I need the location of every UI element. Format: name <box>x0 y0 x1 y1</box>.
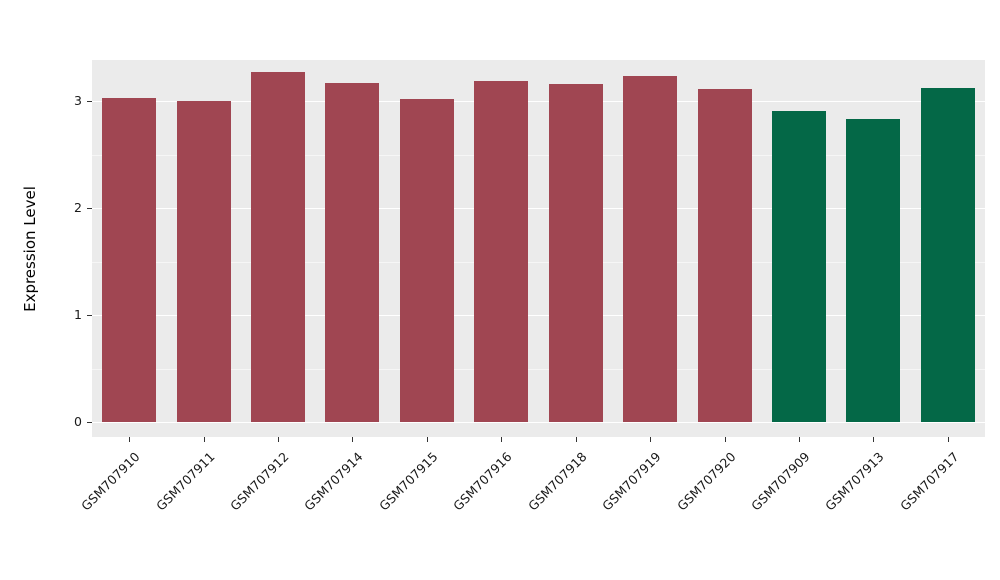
minor-gridline <box>92 154 985 156</box>
minor-gridline <box>92 261 985 263</box>
major-gridline <box>92 422 985 423</box>
x-tick-mark <box>352 437 353 442</box>
y-tick-mark <box>87 208 92 209</box>
bar-GSM707920 <box>698 89 752 422</box>
bar-GSM707917 <box>921 88 975 422</box>
major-gridline <box>92 315 985 316</box>
x-tick-mark <box>427 437 428 442</box>
bar-GSM707909 <box>772 111 826 422</box>
x-tick-mark <box>725 437 726 442</box>
x-tick-mark <box>278 437 279 442</box>
x-tick-mark <box>576 437 577 442</box>
y-tick-mark <box>87 422 92 423</box>
major-gridline <box>92 101 985 102</box>
plot-panel <box>92 60 985 437</box>
x-tick-mark <box>873 437 874 442</box>
y-axis-title: Expression Level <box>21 186 39 312</box>
x-tick-mark <box>650 437 651 442</box>
bar-GSM707915 <box>400 99 454 422</box>
x-tick-mark <box>501 437 502 442</box>
bar-GSM707911 <box>177 101 231 422</box>
x-tick-mark <box>129 437 130 442</box>
y-tick-label: 3 <box>74 93 82 108</box>
y-tick-label: 0 <box>74 414 82 429</box>
bar-GSM707914 <box>325 83 379 422</box>
minor-gridline <box>92 368 985 370</box>
x-tick-mark <box>799 437 800 442</box>
y-tick-label: 2 <box>74 200 82 215</box>
bar-GSM707910 <box>102 98 156 422</box>
bar-GSM707913 <box>846 119 900 422</box>
bar-GSM707916 <box>474 81 528 422</box>
y-tick-label: 1 <box>74 307 82 322</box>
x-tick-mark <box>204 437 205 442</box>
bar-GSM707918 <box>549 84 603 422</box>
y-tick-mark <box>87 101 92 102</box>
y-tick-mark <box>87 315 92 316</box>
major-gridline <box>92 208 985 209</box>
bar-GSM707912 <box>251 72 305 422</box>
bar-GSM707919 <box>623 76 677 422</box>
x-tick-mark <box>948 437 949 442</box>
